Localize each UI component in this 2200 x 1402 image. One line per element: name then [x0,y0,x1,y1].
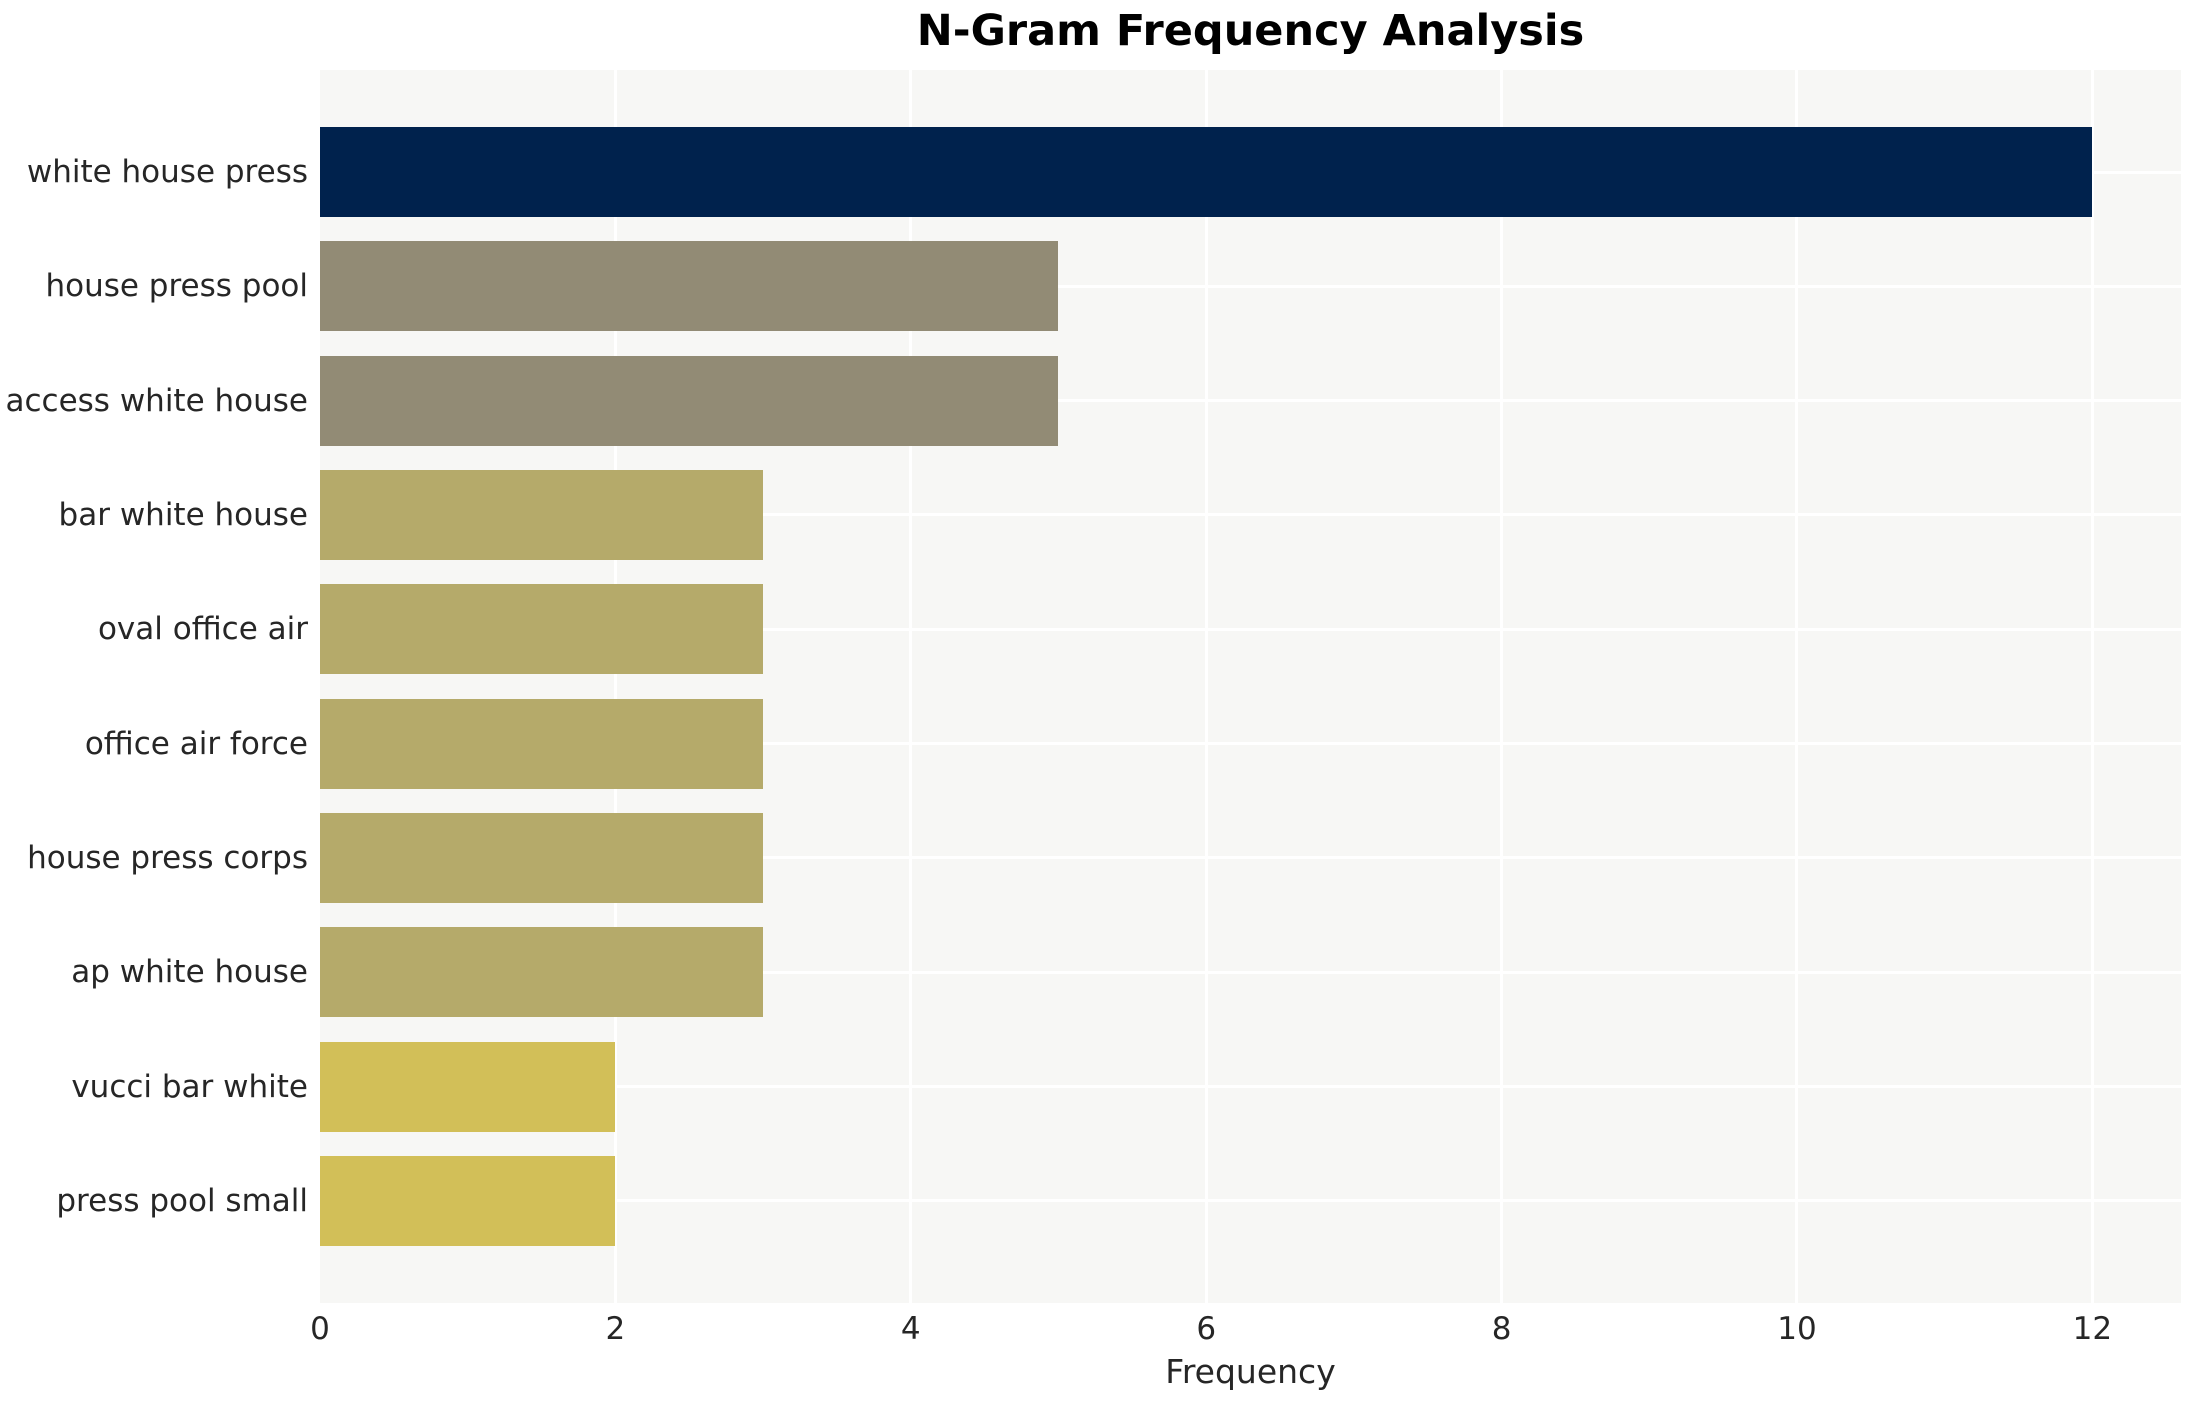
y-axis-labels: white house press house press pool access … [0,70,309,1303]
bar-oval-office-air [320,584,764,675]
y-tick-label: house press pool [45,268,308,305]
bar-office-air-force [320,698,764,789]
y-tick-label: vucci bar white [71,1068,308,1105]
bar-vucci-bar-white [320,1041,616,1132]
grid-line-vertical [909,70,913,1303]
grid-line-horizontal [320,399,2181,403]
bar-house-press-corps [320,812,764,903]
bar-ap-white-house [320,927,764,1018]
grid-line-horizontal [320,627,2181,631]
y-tick-label: access white house [5,382,309,419]
x-tick-label: 0 [310,1311,330,1347]
x-axis-ticks: 0 2 4 6 8 10 12 [0,1311,2200,1351]
grid-line-horizontal [320,742,2181,746]
grid-line-horizontal [320,1199,2181,1203]
x-tick-label: 8 [1491,1311,1512,1347]
plot-area [320,70,2181,1303]
y-tick-label: bar white house [58,496,308,533]
x-tick-label: 12 [2072,1311,2113,1347]
bar-white-house-press [320,127,2093,217]
bar-access-white-house [320,355,1059,446]
x-tick-label: 2 [605,1311,626,1347]
bar-press-pool-small [320,1155,616,1246]
bar-house-press-pool [320,241,1059,332]
bar-bar-white-house [320,469,764,560]
grid-line-vertical [613,70,617,1303]
chart-title: N-Gram Frequency Analysis [916,6,1585,56]
y-tick-label: office air force [84,725,308,762]
grid-line-vertical [1795,70,1799,1303]
y-tick-label: ap white house [71,954,308,991]
grid-line-horizontal [320,970,2181,974]
grid-line-horizontal [320,513,2181,517]
y-tick-label: house press corps [27,839,308,876]
grid-line-horizontal [320,284,2181,288]
y-tick-label: press pool small [56,1182,308,1219]
x-axis-label: Frequency [1165,1352,1336,1391]
x-tick-label: 10 [1777,1311,1817,1347]
grid-line-vertical [1500,70,1504,1303]
grid-line-horizontal [320,1085,2181,1089]
grid-line-vertical [2090,70,2094,1303]
grid-line-vertical [1204,70,1208,1303]
y-tick-label: oval office air [97,611,308,648]
x-tick-label: 4 [900,1311,921,1347]
x-tick-label: 6 [1196,1311,1217,1347]
y-tick-label: white house press [26,154,308,190]
grid-line-horizontal [320,856,2181,860]
